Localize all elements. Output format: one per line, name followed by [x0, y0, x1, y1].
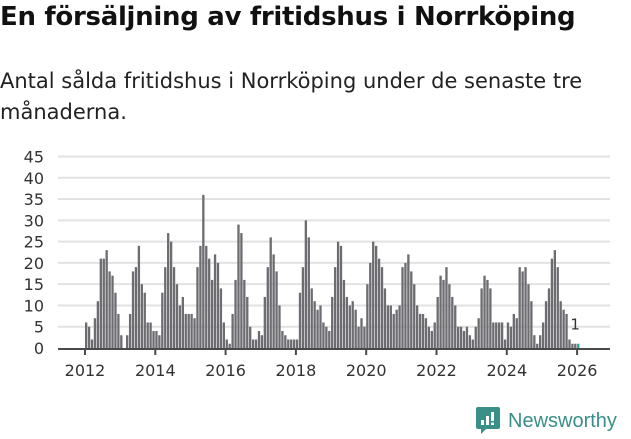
svg-text:45: 45	[24, 148, 44, 167]
svg-text:2018: 2018	[276, 361, 317, 380]
x-axis: 2012 2014 2016 2018 2020 2022 2024 2026	[58, 348, 610, 380]
svg-text:35: 35	[24, 190, 44, 209]
svg-text:1: 1	[570, 316, 580, 334]
svg-text:25: 25	[24, 233, 44, 252]
chart-subtitle: Antal sålda fritidshus i Norrköping unde…	[0, 69, 583, 124]
svg-text:5: 5	[34, 318, 44, 337]
svg-text:20: 20	[24, 254, 44, 273]
brand-name: Newsworthy	[508, 409, 617, 432]
svg-text:0: 0	[34, 339, 44, 358]
svg-text:2024: 2024	[486, 361, 527, 380]
svg-text:15: 15	[24, 275, 44, 294]
svg-text:2016: 2016	[205, 361, 246, 380]
gridlines	[58, 155, 610, 328]
svg-text:2020: 2020	[346, 361, 387, 380]
svg-text:40: 40	[24, 169, 44, 188]
newsworthy-icon	[476, 407, 500, 434]
chart-title: En försäljning av fritidshus i Norrköpin…	[0, 2, 576, 32]
svg-text:10: 10	[24, 296, 44, 315]
svg-text:30: 30	[24, 211, 44, 230]
bars	[85, 194, 580, 348]
svg-text:2022: 2022	[416, 361, 457, 380]
svg-text:2026: 2026	[557, 361, 598, 380]
newsworthy-logo: Newsworthy	[476, 407, 617, 435]
last-value-annotation: 1	[570, 316, 580, 334]
svg-text:2012: 2012	[65, 361, 106, 380]
svg-text:2014: 2014	[135, 361, 176, 380]
y-axis-ticks: 0 5 10 15 20 25 30 35 40 45	[24, 148, 44, 359]
